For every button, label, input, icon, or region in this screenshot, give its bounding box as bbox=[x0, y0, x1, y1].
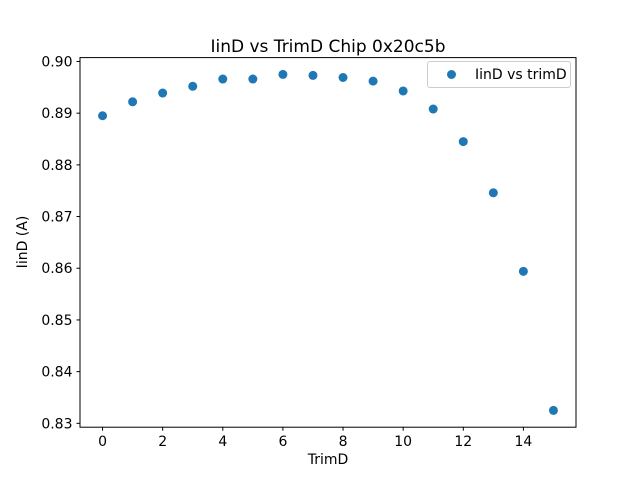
y-tick-label: 0.86 bbox=[41, 261, 72, 277]
x-tick-label: 6 bbox=[278, 434, 287, 450]
x-tick-label: 10 bbox=[394, 434, 412, 450]
data-point bbox=[308, 70, 318, 80]
y-tick-label: 0.85 bbox=[41, 313, 72, 329]
legend-label: IinD vs trimD bbox=[475, 66, 567, 83]
y-tick-label: 0.87 bbox=[41, 210, 72, 226]
legend-marker-dot bbox=[447, 70, 456, 79]
x-tick-label: 2 bbox=[158, 434, 167, 450]
data-point bbox=[548, 405, 558, 415]
data-point bbox=[338, 73, 348, 83]
data-point bbox=[368, 76, 378, 86]
data-point bbox=[518, 266, 528, 276]
x-axis-label: TrimD bbox=[307, 452, 349, 468]
chart-title: IinD vs TrimD Chip 0x20c5b bbox=[210, 37, 446, 57]
data-point bbox=[98, 111, 108, 121]
x-tick-label: 0 bbox=[98, 434, 107, 450]
y-tick-label: 0.90 bbox=[41, 54, 72, 70]
y-tick-label: 0.89 bbox=[41, 106, 72, 122]
data-point bbox=[428, 104, 438, 114]
x-tick-label: 12 bbox=[454, 434, 472, 450]
data-point bbox=[488, 188, 498, 198]
y-axis-label: IinD (A) bbox=[15, 215, 31, 269]
data-point bbox=[278, 69, 288, 79]
axes-frame bbox=[79, 57, 577, 428]
y-tick-label: 0.84 bbox=[41, 365, 72, 381]
data-point bbox=[158, 88, 168, 98]
x-tick-label: 14 bbox=[514, 434, 532, 450]
x-tick-label: 4 bbox=[218, 434, 227, 450]
data-point bbox=[248, 74, 258, 84]
data-point bbox=[128, 97, 138, 107]
y-tick-label: 0.83 bbox=[41, 416, 72, 432]
data-point bbox=[458, 137, 468, 147]
y-tick-label: 0.88 bbox=[41, 158, 72, 174]
data-point bbox=[188, 81, 198, 91]
x-tick-label: 8 bbox=[339, 434, 348, 450]
data-point bbox=[218, 74, 228, 84]
data-point bbox=[398, 86, 408, 96]
legend: IinD vs trimD bbox=[427, 61, 571, 88]
